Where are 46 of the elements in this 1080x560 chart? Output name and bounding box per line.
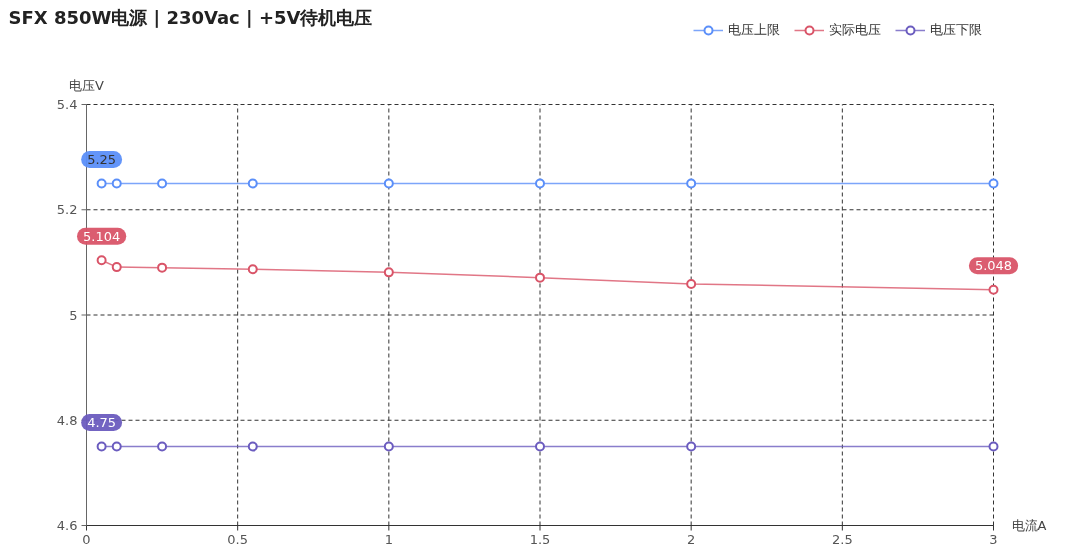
point bbox=[96, 178, 107, 189]
x-axis-title: 电流A bbox=[1011, 518, 1047, 533]
point bbox=[686, 278, 697, 289]
x-tick-label: 1 bbox=[384, 531, 393, 547]
x-tick-label: 2 bbox=[687, 531, 696, 547]
data-label: 4.75 bbox=[87, 415, 117, 431]
point bbox=[383, 178, 394, 189]
data-label: 5.104 bbox=[83, 228, 121, 244]
point bbox=[686, 178, 697, 189]
y-tick-label: 5 bbox=[69, 307, 78, 323]
point bbox=[96, 441, 107, 452]
point bbox=[247, 441, 258, 452]
y-axis-title: 电压V bbox=[69, 77, 105, 93]
point bbox=[535, 272, 545, 283]
legend-label: 电压下限 bbox=[930, 21, 982, 39]
point bbox=[111, 262, 122, 273]
point bbox=[157, 441, 168, 452]
x-tick-label: 3 bbox=[989, 531, 998, 547]
point bbox=[535, 441, 545, 452]
point bbox=[96, 255, 107, 266]
point bbox=[988, 441, 999, 452]
legend-label: 实际电压 bbox=[829, 21, 881, 39]
chart-title: SFX 850W电源 | 230Vac | +5V待机电压 bbox=[8, 6, 373, 28]
legend-label: 电压上限 bbox=[728, 21, 780, 39]
y-tick-label: 5.2 bbox=[56, 202, 78, 218]
point bbox=[383, 441, 394, 452]
y-tick-label: 5.4 bbox=[56, 97, 78, 112]
y-tick-label: 4.6 bbox=[56, 518, 78, 533]
point bbox=[535, 178, 545, 189]
data-label: 5.048 bbox=[974, 258, 1013, 274]
point bbox=[111, 441, 122, 452]
x-tick-label: 0.5 bbox=[227, 531, 249, 547]
point bbox=[247, 178, 258, 189]
point bbox=[988, 284, 999, 295]
point bbox=[247, 264, 258, 275]
x-tick-label: 2.5 bbox=[832, 531, 853, 547]
point bbox=[988, 178, 999, 189]
point bbox=[686, 441, 697, 452]
point bbox=[383, 267, 394, 278]
y-tick-label: 4.8 bbox=[56, 412, 78, 428]
point bbox=[111, 178, 122, 189]
point bbox=[157, 262, 168, 273]
data-label: 5.25 bbox=[87, 151, 117, 167]
x-tick-label: 1.5 bbox=[529, 531, 551, 547]
point bbox=[157, 178, 168, 189]
x-tick-label: 0 bbox=[82, 531, 91, 547]
